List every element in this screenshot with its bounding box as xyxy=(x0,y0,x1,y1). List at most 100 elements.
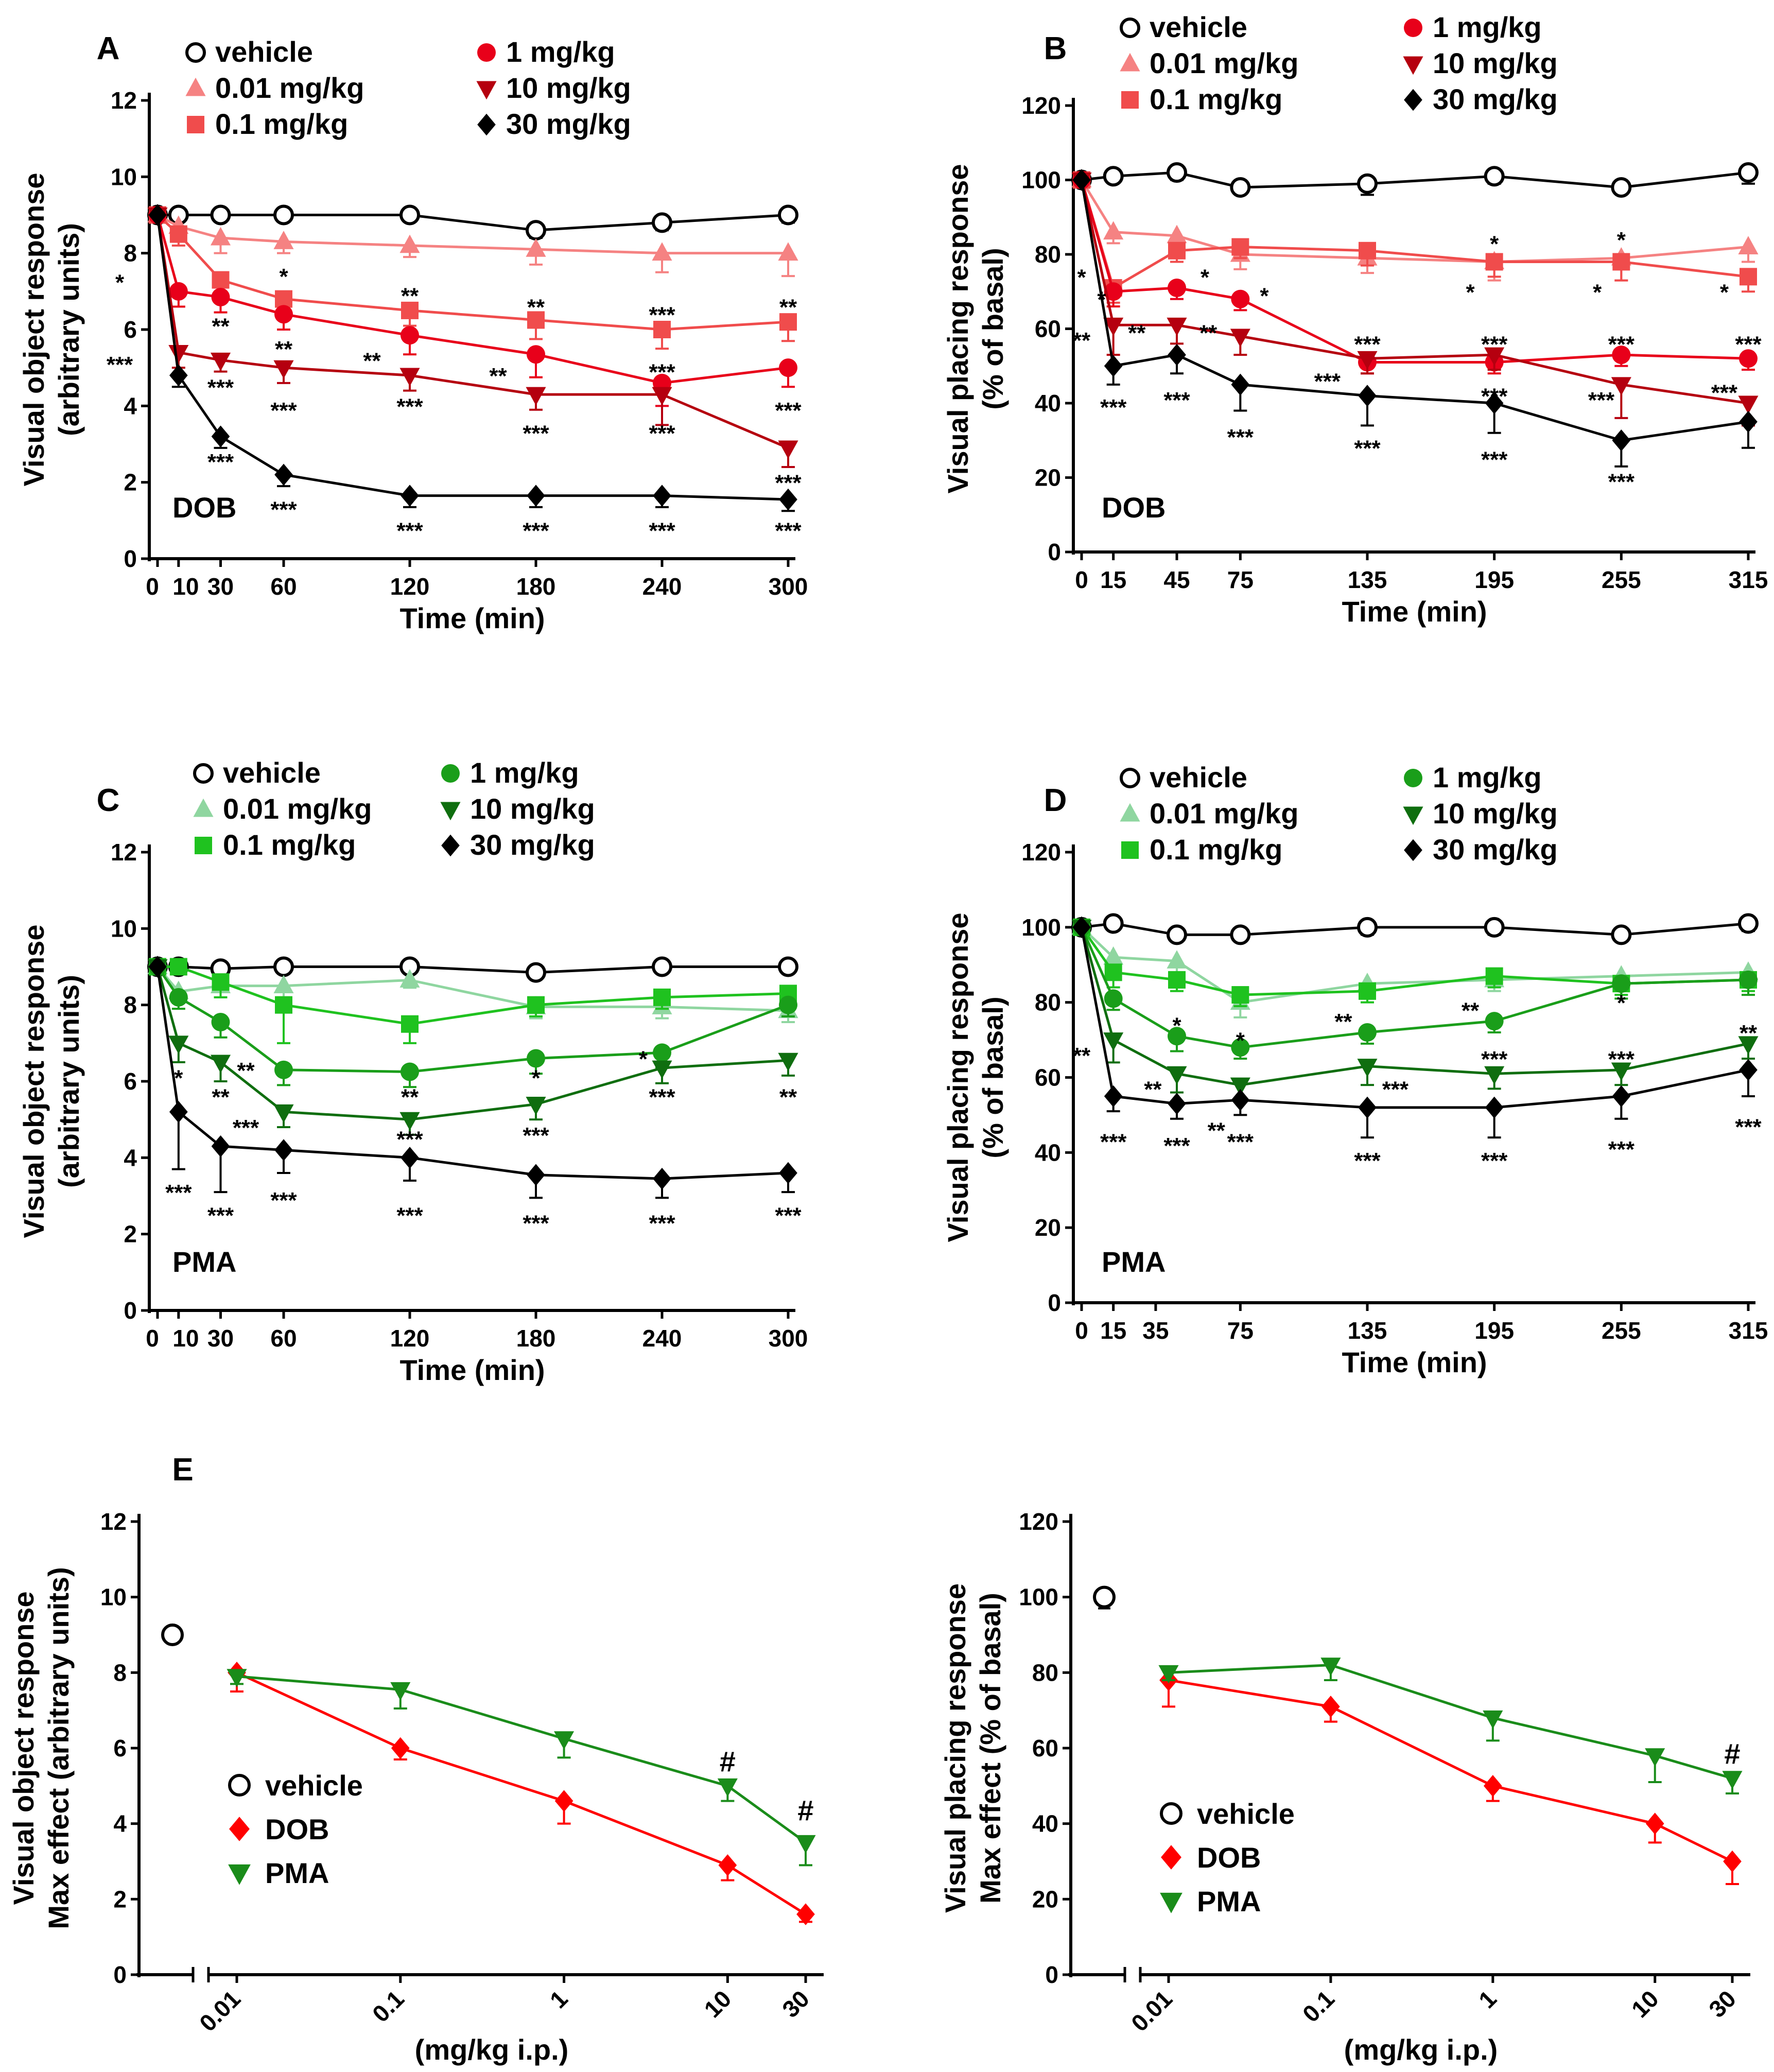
data-point xyxy=(274,305,293,324)
significance-mark: * xyxy=(1490,231,1499,256)
data-point xyxy=(653,485,671,507)
data-point xyxy=(169,364,188,387)
legend-marker xyxy=(195,837,212,854)
significance-mark: * xyxy=(1201,265,1210,290)
data-point xyxy=(1723,1850,1742,1873)
data-point xyxy=(1104,989,1123,1008)
data-point xyxy=(275,290,292,308)
data-point xyxy=(169,988,188,1007)
series-30-mg-kg xyxy=(148,204,797,512)
significance-mark: * xyxy=(1617,991,1626,1016)
y-tick-label: 0 xyxy=(124,545,137,572)
series-line xyxy=(1168,1664,1733,1780)
legend-marker xyxy=(185,42,206,63)
x-tick-label: 1 xyxy=(1473,1985,1502,2013)
panel-label: B xyxy=(1044,31,1067,66)
significance-mark: *** xyxy=(1354,436,1381,461)
vehicle-point xyxy=(161,1624,184,1646)
y-axis-label: Visual placing response xyxy=(942,164,974,493)
data-point xyxy=(1104,282,1123,301)
series-vehicle xyxy=(147,204,798,241)
significance-mark: ** xyxy=(1462,998,1480,1023)
series-line xyxy=(1080,180,1749,442)
y-axis-label: (% of basal) xyxy=(977,996,1009,1158)
y-tick-label: 4 xyxy=(124,1144,137,1171)
data-point xyxy=(401,1015,419,1033)
significance-mark: * xyxy=(1236,1028,1245,1054)
legend-marker xyxy=(1404,839,1422,861)
data-point xyxy=(718,1854,737,1876)
legend-label: 10 mg/kg xyxy=(470,792,595,825)
legend-marker xyxy=(1403,806,1423,825)
significance-mark: ** xyxy=(212,314,230,339)
significance-mark: *** xyxy=(1227,425,1254,450)
legend-label: PMA xyxy=(265,1857,329,1889)
significance-mark: *** xyxy=(1735,1114,1762,1139)
data-point xyxy=(653,321,671,338)
data-point xyxy=(778,242,798,261)
data-point xyxy=(1483,1775,1502,1797)
data-point xyxy=(1739,349,1758,368)
legend-label: 30 mg/kg xyxy=(506,108,631,140)
x-tick-label: 195 xyxy=(1474,566,1514,593)
data-point xyxy=(1357,173,1378,194)
data-point xyxy=(1230,329,1250,348)
y-tick-label: 20 xyxy=(1032,1886,1058,1912)
legend-marker xyxy=(187,116,204,133)
data-point xyxy=(1357,1059,1378,1077)
series-1-mg-kg xyxy=(148,205,797,407)
significance-mark: # xyxy=(720,1745,736,1777)
x-tick-label: 0 xyxy=(146,1325,159,1352)
series-line xyxy=(156,214,789,331)
legend-label: DOB xyxy=(265,1813,329,1845)
data-point xyxy=(527,311,545,329)
significance-mark: *** xyxy=(1100,1129,1127,1154)
y-axis-label: Max effect (% of basal) xyxy=(974,1593,1006,1904)
y-tick-label: 6 xyxy=(124,316,137,343)
significance-mark: *** xyxy=(1481,1047,1508,1072)
y-tick-label: 120 xyxy=(1019,1508,1058,1535)
data-point xyxy=(211,425,230,447)
data-point xyxy=(1612,974,1631,993)
series-line xyxy=(158,965,788,974)
legend-marker xyxy=(477,43,496,62)
significance-mark: *** xyxy=(1711,380,1738,405)
significance-mark: *** xyxy=(207,450,234,475)
data-point xyxy=(1167,950,1187,969)
significance-mark: *** xyxy=(523,518,549,543)
series-line xyxy=(156,966,789,1180)
data-point xyxy=(273,1104,294,1123)
significance-mark: *** xyxy=(396,1203,423,1229)
x-tick-label: 75 xyxy=(1227,1317,1254,1344)
data-point xyxy=(1485,392,1504,415)
significance-mark: *** xyxy=(1481,447,1508,472)
data-point xyxy=(1645,1812,1664,1835)
panel-label: D xyxy=(1044,783,1067,818)
data-point xyxy=(1358,1023,1377,1042)
x-tick-label: 300 xyxy=(769,573,808,600)
data-point xyxy=(210,1055,231,1074)
y-tick-label: 8 xyxy=(124,992,137,1018)
x-axis-label: (mg/kg i.p.) xyxy=(1344,2033,1498,2066)
data-point xyxy=(273,956,294,977)
data-point xyxy=(1320,1657,1341,1676)
drug-label: PMA xyxy=(1102,1246,1166,1278)
x-tick-label: 0.1 xyxy=(1297,1985,1340,2027)
series-line xyxy=(1168,1679,1733,1863)
significance-mark: *** xyxy=(107,352,133,377)
x-tick-label: 30 xyxy=(1703,1985,1741,2023)
legend-marker xyxy=(1160,1802,1182,1825)
data-point xyxy=(1738,395,1759,415)
series-vehicle xyxy=(1071,913,1759,945)
data-point xyxy=(526,387,546,406)
data-point xyxy=(227,1669,247,1687)
y-tick-label: 100 xyxy=(1021,167,1061,194)
panel-label: E xyxy=(172,1452,193,1488)
data-point xyxy=(169,958,187,976)
significance-mark: *** xyxy=(1100,395,1127,420)
significance-mark: ** xyxy=(1199,321,1218,346)
series-1-mg-kg xyxy=(1072,918,1758,1060)
y-tick-label: 60 xyxy=(1032,1735,1058,1762)
significance-mark: *** xyxy=(1608,1137,1635,1162)
y-axis-label: Visual object response xyxy=(18,173,50,487)
